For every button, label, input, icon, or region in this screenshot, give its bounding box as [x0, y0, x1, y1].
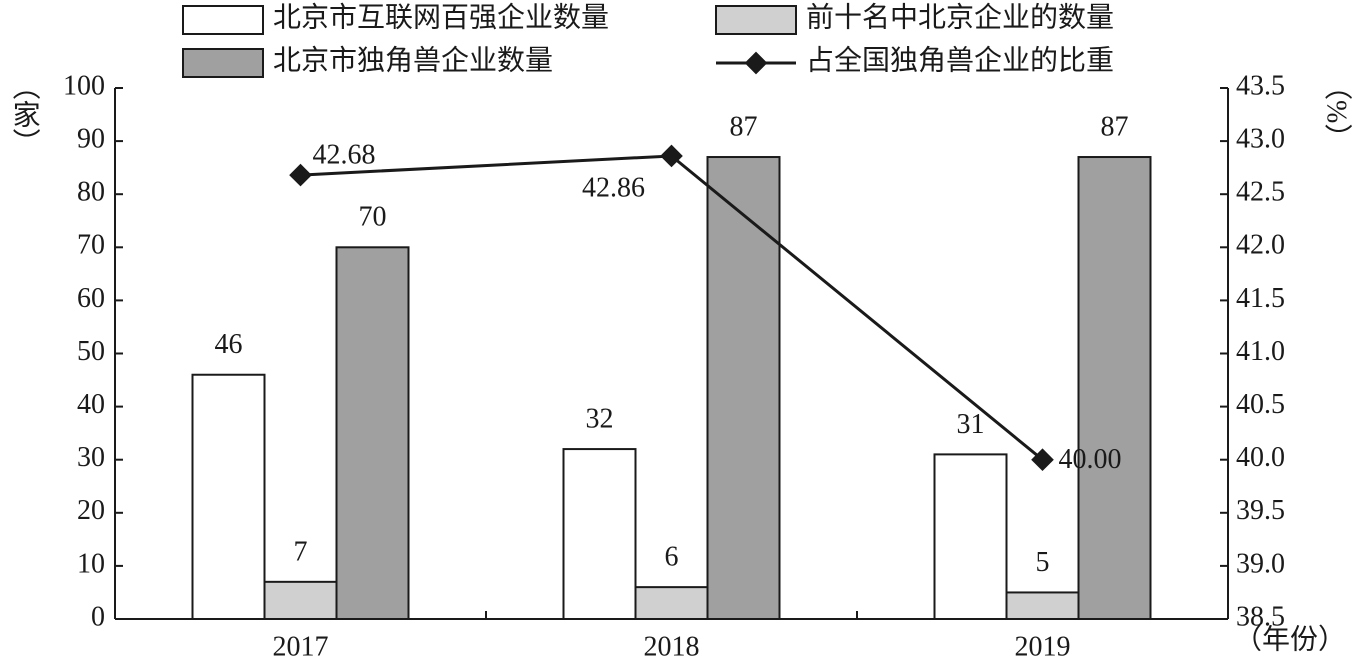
y2-tick-label: 41.0: [1236, 336, 1285, 367]
line-value-label: 40.00: [1059, 444, 1122, 475]
y-tick-label: 50: [77, 336, 105, 367]
bar-value-label: 5: [1036, 547, 1050, 578]
y-tick-label: 90: [77, 124, 105, 155]
bar: [562, 448, 637, 620]
y2-axis-label: （%）: [1321, 72, 1353, 151]
y2-tick-label: 42.0: [1236, 230, 1285, 261]
legend-label: 占全国独角兽企业的比重: [806, 44, 1114, 76]
bar: [263, 580, 338, 621]
legend-label: 前十名中北京企业的数量: [806, 1, 1114, 33]
bar-value-label: 6: [665, 542, 679, 573]
y-axis-label: （家）: [9, 72, 41, 156]
line-value-label: 42.86: [582, 172, 645, 203]
y2-tick-label: 40.5: [1236, 389, 1285, 420]
y2-tick-label: 42.5: [1236, 177, 1285, 208]
bar-value-label: 7: [294, 536, 308, 567]
line-marker: [289, 163, 312, 187]
y2-tick-label: 43.5: [1236, 70, 1285, 101]
legend-swatch: [182, 5, 264, 35]
bar: [191, 373, 266, 620]
y-tick-label: 80: [77, 177, 105, 208]
y2-tick-label: 39.0: [1236, 548, 1285, 579]
y-tick-label: 20: [77, 495, 105, 526]
bar-value-label: 87: [1101, 111, 1129, 142]
bar-value-label: 46: [215, 329, 243, 360]
bar: [1005, 591, 1080, 621]
bar-value-label: 87: [730, 111, 758, 142]
y-tick-label: 30: [77, 442, 105, 473]
x-tick-label: 2017: [273, 631, 329, 662]
y-tick-label: 70: [77, 230, 105, 261]
y2-tick-label: 39.5: [1236, 495, 1285, 526]
y-tick-label: 10: [77, 548, 105, 579]
bar-value-label: 31: [957, 409, 985, 440]
y2-tick-label: 40.0: [1236, 442, 1285, 473]
y2-tick-label: 41.5: [1236, 283, 1285, 314]
x-axis-label: （年份）: [1234, 623, 1346, 655]
bar: [933, 453, 1008, 621]
bar: [1077, 156, 1152, 620]
legend-label: 北京市互联网百强企业数量: [273, 1, 609, 33]
y-tick-label: 60: [77, 283, 105, 314]
x-tick-label: 2019: [1015, 631, 1071, 662]
y2-tick-label: 43.0: [1236, 124, 1285, 155]
y-tick-label: 100: [63, 70, 105, 101]
y2-tick-label: 38.5: [1236, 601, 1285, 632]
y-tick-label: 0: [91, 601, 105, 632]
legend-label: 北京市独角兽企业数量: [273, 44, 553, 76]
legend-marker: [744, 51, 768, 75]
line-value-label: 42.68: [313, 140, 376, 171]
y-tick-label: 40: [77, 389, 105, 420]
line: [300, 154, 1044, 461]
bar-value-label: 32: [586, 404, 614, 435]
bar: [335, 246, 410, 621]
bar: [634, 586, 709, 621]
line-marker: [1031, 448, 1054, 472]
bar-value-label: 70: [359, 202, 387, 233]
legend-swatch: [715, 5, 797, 35]
x-tick-label: 2018: [644, 631, 700, 662]
legend-swatch: [182, 48, 264, 78]
bar: [706, 156, 781, 620]
